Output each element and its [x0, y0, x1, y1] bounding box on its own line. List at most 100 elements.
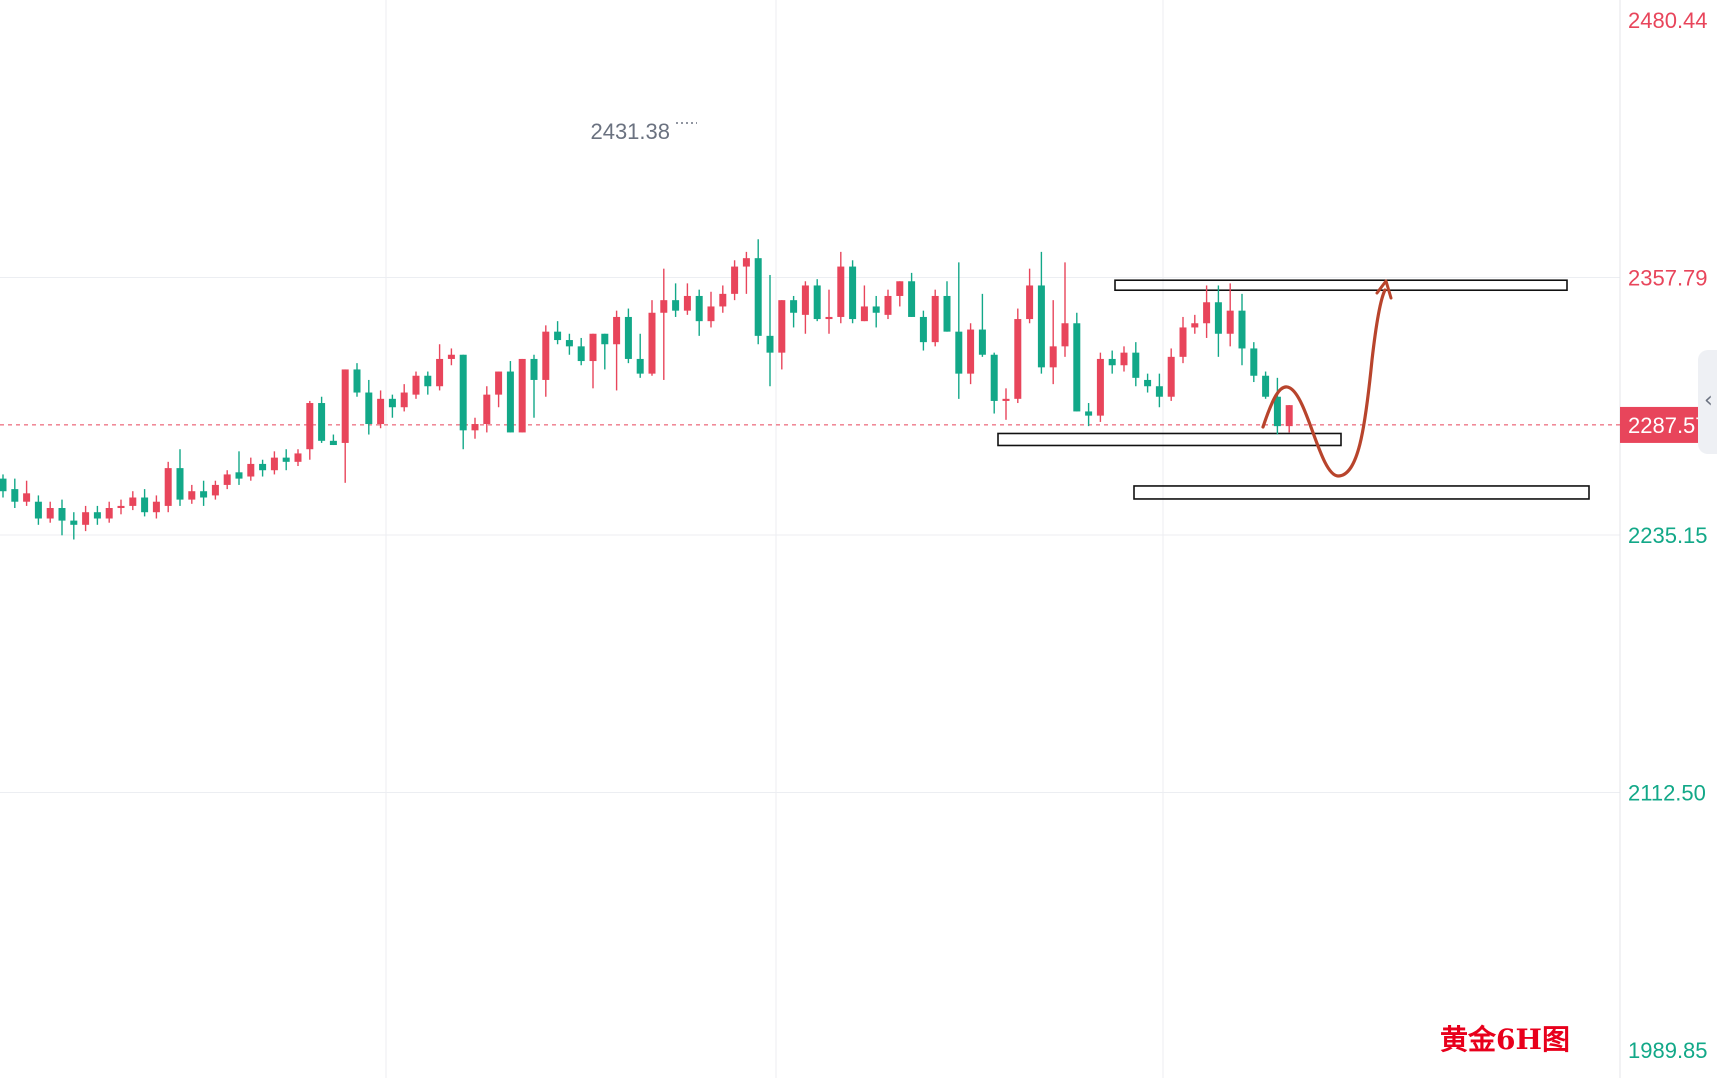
candle-body [306, 403, 314, 450]
candle-body [648, 312, 656, 374]
candle-body [176, 468, 184, 500]
candle-body [719, 293, 727, 307]
candle-body [412, 375, 420, 395]
current-price-label: 2287.57 [1628, 413, 1708, 438]
candle-body [530, 358, 538, 380]
candle-body [1191, 323, 1199, 328]
high-price-label: 2431.38 [590, 119, 670, 144]
candle [1120, 346, 1128, 372]
candle [1167, 348, 1175, 401]
candle [978, 293, 986, 357]
price-axis[interactable]: 2480.44 2357.79 2235.15 2112.50 1989.85 2287.… [1620, 8, 1717, 1063]
candle-body [943, 295, 951, 332]
candle-body [790, 300, 798, 313]
candle [1049, 300, 1057, 385]
candle-body [990, 354, 998, 401]
candle-body [624, 316, 632, 359]
y-tick-label: 2112.50 [1628, 780, 1706, 805]
candle-body [117, 505, 125, 509]
candle [235, 451, 243, 485]
candle-body [270, 457, 278, 471]
support-zone-upper[interactable] [997, 432, 1342, 447]
candle [1108, 350, 1116, 374]
candle-body [211, 484, 219, 496]
support-zone-lower[interactable] [1133, 485, 1590, 500]
candle-body [1167, 356, 1175, 397]
candle-body [908, 281, 916, 317]
candle-body [235, 472, 243, 479]
candle [93, 505, 101, 525]
candle [23, 480, 31, 506]
candle [318, 396, 326, 443]
candle-body [58, 508, 66, 521]
candle-body [731, 266, 739, 294]
candle [176, 449, 184, 506]
candle [1203, 285, 1211, 338]
candle-body [801, 285, 809, 315]
candle [648, 300, 656, 376]
candle [778, 300, 786, 370]
candle [58, 499, 66, 536]
candle [766, 274, 774, 387]
grid-layer [0, 0, 1621, 1078]
candle-body [683, 295, 691, 311]
candle [294, 449, 302, 467]
candle [436, 344, 444, 391]
candle [200, 480, 208, 506]
candle-body [754, 258, 762, 336]
candle-body [365, 392, 373, 425]
candle [1262, 371, 1270, 399]
candle [259, 459, 267, 477]
candle-body [188, 491, 196, 500]
candle-body [860, 306, 868, 322]
candle [707, 291, 715, 328]
candle [447, 348, 455, 366]
candle-body [931, 295, 939, 343]
collapse-panel-tab[interactable]: ‹ [1698, 350, 1717, 454]
candle [919, 310, 927, 351]
candle [223, 470, 231, 490]
candle-body [1014, 319, 1022, 399]
candle-body [518, 358, 526, 433]
candle [731, 260, 739, 301]
candle-body [1285, 405, 1293, 427]
candle-body [223, 474, 231, 485]
candle [624, 308, 632, 364]
candle [1073, 312, 1081, 412]
candle [424, 371, 432, 395]
resistance-zone[interactable] [1114, 279, 1568, 292]
candle [601, 333, 609, 370]
candle [306, 400, 314, 460]
candle-body [483, 394, 491, 425]
candle [801, 281, 809, 334]
candle-body [164, 468, 172, 506]
candle-body [1155, 386, 1163, 397]
candle-body [1203, 302, 1211, 324]
candle-body [70, 520, 78, 525]
candle [1214, 285, 1222, 357]
y-tick-label: 2357.79 [1628, 266, 1708, 291]
candle-body [589, 333, 597, 362]
candle [270, 451, 278, 475]
candle [11, 478, 19, 509]
candle [1096, 352, 1104, 422]
candle [211, 480, 219, 500]
candle-body [1085, 411, 1093, 416]
candle-body [341, 369, 349, 443]
candle-body [436, 358, 444, 387]
candle-body [1273, 396, 1281, 427]
candle-body [1144, 379, 1152, 387]
zone-layer [997, 279, 1590, 500]
candle-body [967, 329, 975, 374]
candle-body [1132, 352, 1140, 378]
candle-body [778, 300, 786, 353]
candle-body [849, 266, 857, 320]
candle-body [1061, 323, 1069, 347]
candle-body [11, 489, 19, 502]
candle-body [672, 300, 680, 311]
candle [1085, 403, 1093, 427]
candle-body [1037, 285, 1045, 368]
candle-body [46, 508, 54, 519]
candle-body [329, 440, 337, 446]
